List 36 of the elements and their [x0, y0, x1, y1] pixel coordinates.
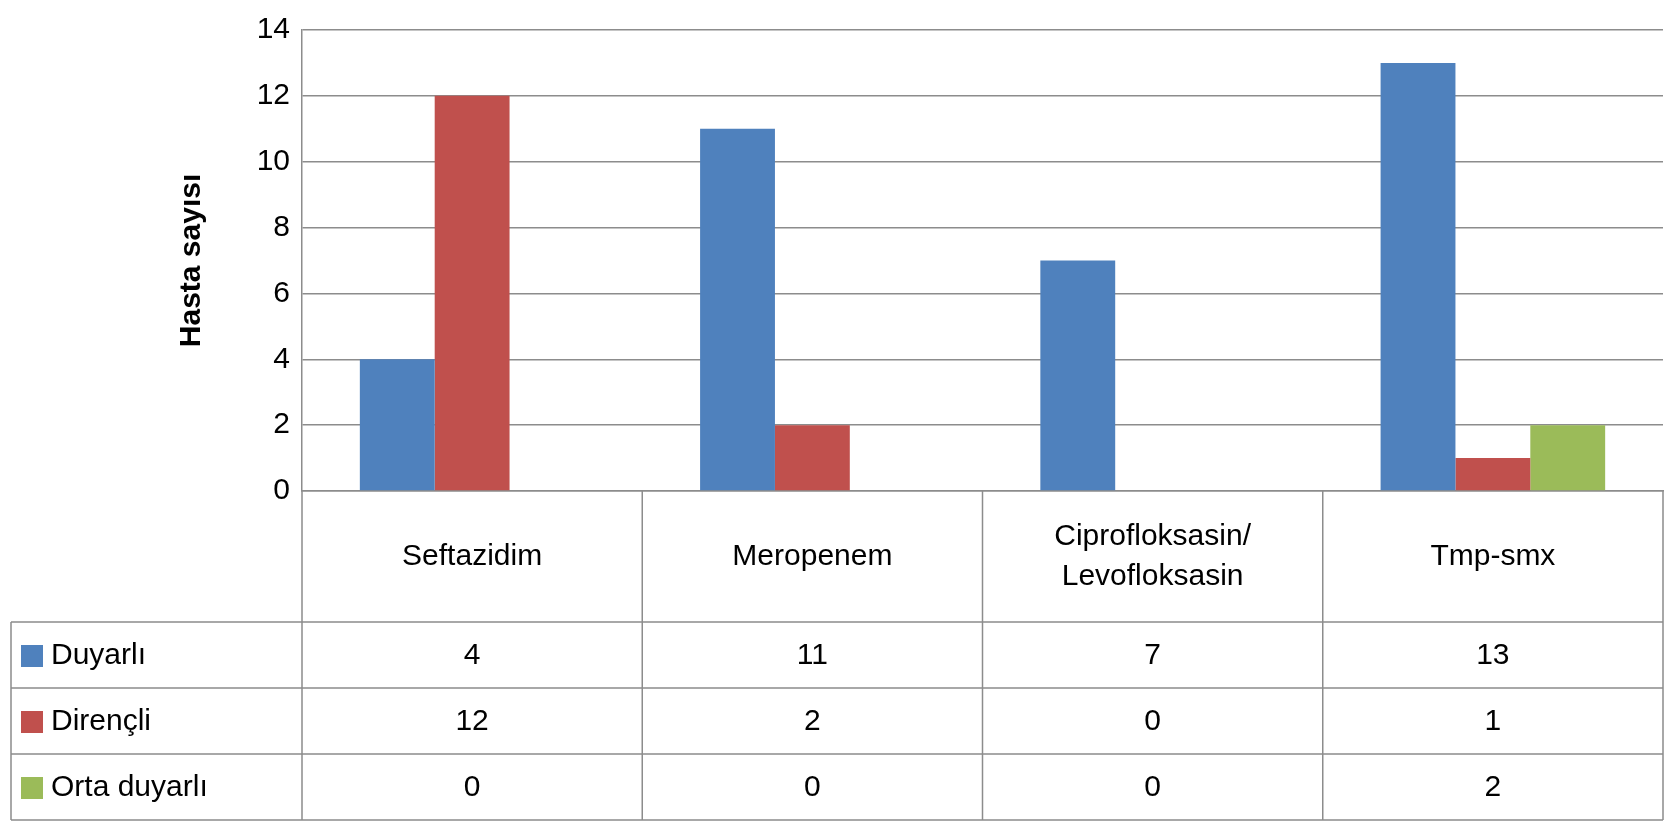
bar	[1455, 458, 1531, 491]
x-tick-label: Tmp-smx	[1430, 537, 1556, 571]
data-label: 7	[1144, 637, 1161, 671]
data-label: 0	[463, 769, 481, 803]
legend-label: Dirençli	[51, 703, 152, 737]
bar	[774, 425, 850, 491]
x-tick-label: Meropenem	[732, 537, 893, 571]
y-tick-label: 0	[273, 472, 290, 506]
data-label: 0	[1144, 769, 1161, 803]
bar	[1530, 425, 1606, 491]
y-tick-label: 8	[273, 208, 290, 242]
data-label: 0	[1144, 703, 1161, 737]
data-label: 13	[1476, 637, 1510, 671]
data-label: 2	[804, 703, 821, 737]
bar	[434, 95, 510, 491]
bar	[359, 359, 435, 491]
bar	[1040, 260, 1116, 491]
bar	[1380, 62, 1456, 491]
y-tick-label: 12	[256, 77, 290, 111]
y-tick-label: 14	[256, 11, 290, 45]
bar	[700, 128, 775, 491]
y-tick-label: 2	[273, 406, 290, 440]
x-tick-label: Seftazidim	[402, 537, 543, 571]
data-label: 11	[796, 637, 828, 671]
data-label: 0	[804, 769, 821, 803]
data-label: 2	[1484, 769, 1502, 803]
y-tick-label: 6	[273, 274, 290, 308]
data-label: 1	[1484, 703, 1502, 737]
legend-label: Duyarlı	[51, 637, 147, 671]
y-axis-title: Hasta sayısı	[173, 173, 207, 348]
legend-label: Orta duyarlı	[51, 769, 208, 803]
data-label: 4	[463, 637, 481, 671]
data-label: 12	[455, 703, 489, 737]
y-tick-label: 4	[273, 340, 290, 374]
y-tick-label: 10	[256, 142, 290, 176]
x-tick-label: Ciprofloksasin/Levofloksasin	[1054, 517, 1252, 591]
